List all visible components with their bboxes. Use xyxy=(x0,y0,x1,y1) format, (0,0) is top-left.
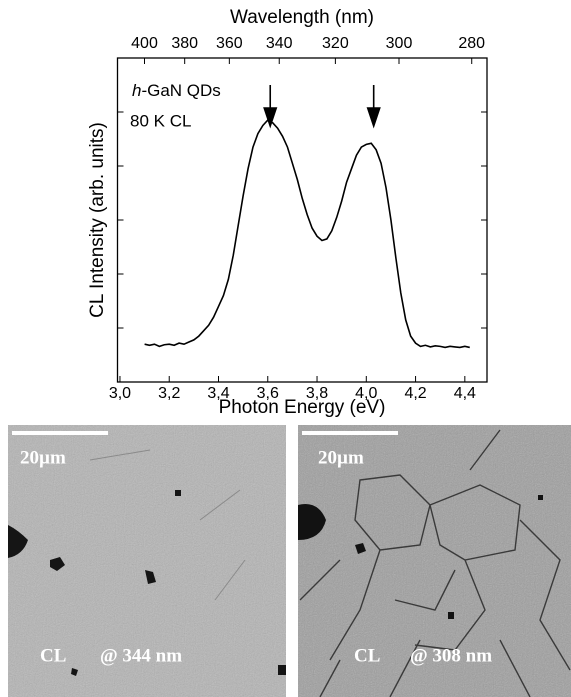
image-wavelength: @ 308 nm xyxy=(410,645,492,666)
domain-boundaries xyxy=(299,429,571,697)
annotation-part: h xyxy=(132,81,141,100)
x-tick-label: 4,4 xyxy=(454,385,476,402)
annotation: h-GaN QDs xyxy=(132,81,221,100)
image-wavelength: @ 344 nm xyxy=(100,645,182,666)
spectrum-line xyxy=(144,119,470,349)
x2-tick-label: 360 xyxy=(216,35,243,52)
micrograph: 20µm CL @ 308 nm xyxy=(298,425,571,697)
faint-lines xyxy=(89,449,246,601)
annotation-part: -GaN QDs xyxy=(141,81,220,100)
x-tick-label: 3,0 xyxy=(109,385,131,402)
scale-label: 20µm xyxy=(20,447,66,468)
y-axis-title: CL Intensity (arb. units) xyxy=(87,122,108,318)
x2-tick-label: 300 xyxy=(386,35,413,52)
x-tick-label: 3,4 xyxy=(207,385,229,402)
image-label: CL xyxy=(354,645,380,666)
scale-label: 20µm xyxy=(318,447,364,468)
peak-arrow xyxy=(366,85,381,129)
image-noise xyxy=(298,425,571,697)
x2-tick-label: 280 xyxy=(458,35,485,52)
micrograph: 20µm CL @ 344 nm xyxy=(8,425,286,697)
x2-tick-label: 320 xyxy=(322,35,349,52)
annotation: 80 K CL xyxy=(130,111,191,130)
x-tick-label: 3,2 xyxy=(158,385,180,402)
peak-arrow xyxy=(263,85,278,129)
x-tick-label: 4,2 xyxy=(404,385,426,402)
x2-tick-label: 380 xyxy=(171,35,198,52)
x-axis-title: Photon Energy (eV) xyxy=(219,397,386,418)
x-tick-label: 4,0 xyxy=(355,385,377,402)
top-axis-title: Wavelength (nm) xyxy=(230,7,374,28)
image-label: CL xyxy=(40,645,66,666)
x-tick-label: 3,6 xyxy=(257,385,279,402)
plot-frame xyxy=(116,57,488,383)
x-tick-label: 3,8 xyxy=(306,385,328,402)
x2-tick-label: 400 xyxy=(131,35,158,52)
x2-tick-label: 340 xyxy=(266,35,293,52)
